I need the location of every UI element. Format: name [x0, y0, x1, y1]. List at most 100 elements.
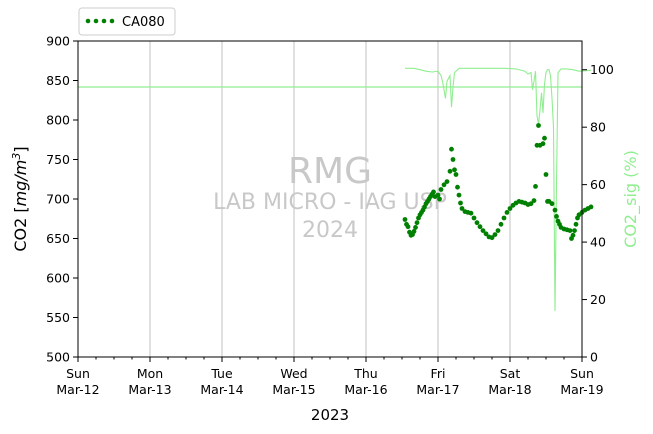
- y-tick-label: 800: [46, 113, 70, 128]
- legend-dot: [85, 18, 91, 24]
- x-tick-label-day: Sun: [66, 366, 90, 381]
- ca080-point: [437, 196, 442, 202]
- ca080-point: [414, 220, 420, 226]
- y2-tick-label: 20: [590, 292, 606, 307]
- ca080-point: [504, 210, 510, 215]
- x-tick-label-date: Mar-12: [56, 382, 99, 397]
- ca080-point: [453, 172, 459, 177]
- ca080-point: [449, 146, 454, 152]
- y2-tick-label: 100: [590, 62, 614, 77]
- y2-tick-label: 0: [590, 350, 598, 365]
- y-tick-label: 550: [46, 310, 70, 325]
- ca080-point: [554, 214, 559, 219]
- ca080-point: [452, 167, 457, 173]
- ca080-point: [411, 229, 417, 234]
- ca080-point: [588, 204, 594, 210]
- ca080-point: [528, 201, 534, 207]
- x-tick-label-day: Sat: [500, 366, 521, 381]
- ca080-point: [552, 207, 558, 213]
- y-axis-label: CO2 [mg/m3]: [10, 146, 30, 251]
- legend-box: [78, 7, 176, 36]
- x-tick-label-date: Mar-17: [416, 382, 459, 397]
- y2-tick-label: 40: [590, 235, 606, 250]
- x-tick-label-date: Mar-13: [128, 382, 171, 397]
- ca080-point: [438, 187, 444, 192]
- ca080-point: [458, 200, 463, 206]
- ca080-point: [441, 182, 447, 188]
- x-tick-label-day: Mon: [137, 366, 163, 381]
- legend-label: CA080: [122, 15, 165, 30]
- ca080-series: [402, 123, 594, 241]
- ca080-point: [435, 192, 441, 198]
- ca080-point: [492, 232, 498, 238]
- ca080-point: [405, 224, 411, 230]
- ca080-point: [507, 206, 513, 211]
- x-axis-ticks: SunMar-12MonMar-13TueMar-14WedMar-15ThuM…: [56, 357, 604, 397]
- x-axis-label: 2023: [311, 406, 349, 424]
- x-tick-label-day: Wed: [280, 366, 307, 381]
- x-tick-label-date: Mar-15: [272, 382, 315, 397]
- y2-axis-label: CO2_sig (%): [621, 150, 641, 248]
- y2-tick-label: 80: [590, 120, 606, 135]
- ca080-point: [531, 198, 537, 204]
- x-axis-minor-ticks: [95, 357, 565, 360]
- y-tick-label: 650: [46, 231, 70, 246]
- ca080-point: [455, 184, 460, 190]
- co2-sig-series: [405, 67, 592, 312]
- co2-sig-line: [405, 67, 592, 312]
- legend: CA080: [78, 7, 176, 36]
- y-tick-label: 700: [46, 192, 70, 207]
- ca080-point: [468, 210, 474, 216]
- legend-dot: [93, 18, 99, 24]
- y-tick-label: 600: [46, 271, 70, 286]
- x-tick-label-day: Thu: [353, 366, 377, 381]
- ca080-point: [444, 179, 450, 185]
- ca080-point: [570, 232, 576, 238]
- ca080-point: [572, 228, 577, 234]
- x-tick-label-date: Mar-19: [560, 382, 603, 397]
- x-tick-label-date: Mar-18: [488, 382, 531, 397]
- ca080-point: [542, 135, 547, 141]
- legend-marker: [85, 18, 115, 24]
- ca080-point: [447, 168, 453, 174]
- y-tick-label: 750: [46, 152, 70, 167]
- x-tick-label-date: Mar-16: [344, 382, 387, 397]
- x-tick-label-date: Mar-14: [200, 382, 243, 397]
- y-axis-ticks: 500 550 600 650 700 750 800 850 900: [46, 34, 78, 365]
- x-tick-label-day: Sun: [570, 366, 594, 381]
- ca080-point: [474, 220, 480, 226]
- ca080-point: [543, 172, 549, 177]
- watermark: RMG LAB MICRO - IAG USP 2024: [213, 151, 447, 243]
- watermark-line-3: 2024: [302, 218, 358, 243]
- ca080-point: [483, 231, 489, 237]
- ca080-point: [489, 235, 495, 241]
- ca080-point: [498, 221, 504, 227]
- y-tick-label: 500: [46, 350, 70, 365]
- ca080-point: [459, 206, 465, 211]
- y-axis-label-exponent: 3: [10, 153, 23, 160]
- ca080-point: [540, 141, 546, 147]
- legend-dot: [109, 18, 115, 24]
- ca080-point: [495, 228, 501, 234]
- y-axis-label-unit: mg/m: [11, 160, 30, 207]
- ca080-point: [402, 217, 408, 222]
- ca080-point: [431, 189, 436, 195]
- y-axis-label-base: CO2 [: [11, 206, 30, 251]
- ca080-point: [533, 184, 538, 189]
- x-tick-label-day: Fri: [431, 366, 446, 381]
- ca080-point: [456, 192, 462, 198]
- ca080-point: [567, 228, 573, 234]
- y-tick-label: 900: [46, 34, 70, 49]
- watermark-line-1: RMG: [288, 151, 372, 192]
- ca080-point: [573, 221, 579, 227]
- watermark-line-2: LAB MICRO - IAG USP: [213, 190, 447, 215]
- legend-dot: [101, 18, 107, 24]
- x-tick-label-day: Tue: [210, 366, 233, 381]
- ca080-point: [549, 201, 555, 207]
- ca080-point: [413, 225, 418, 230]
- ca080-point: [501, 215, 507, 221]
- ca080-point: [477, 224, 483, 230]
- y2-tick-label: 60: [590, 177, 606, 192]
- ca080-point: [450, 157, 456, 162]
